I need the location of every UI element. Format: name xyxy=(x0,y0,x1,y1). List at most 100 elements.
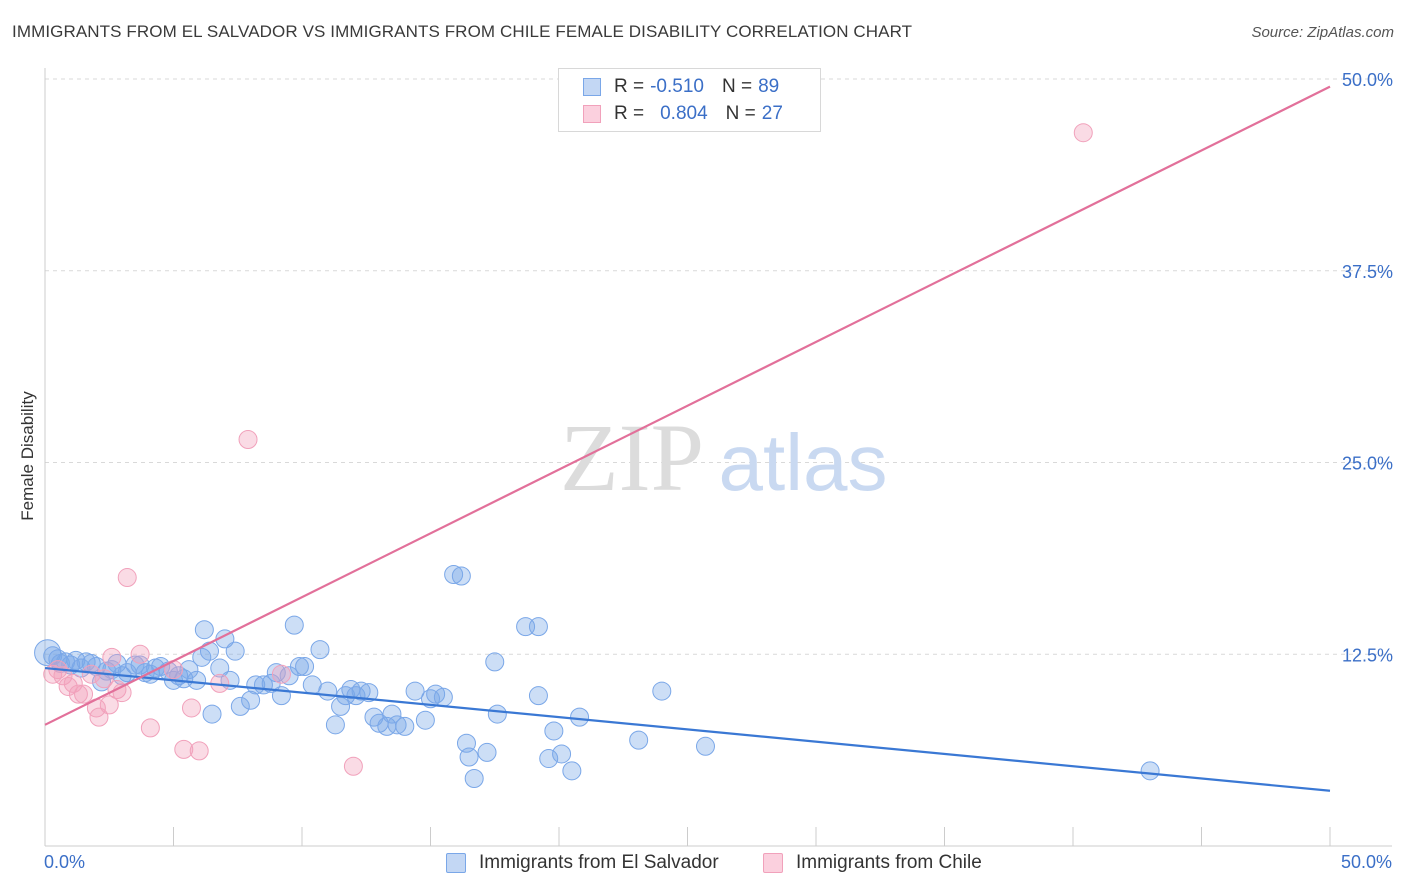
legend-n-value: 89 xyxy=(758,76,780,97)
point-chile xyxy=(181,698,201,718)
point-el-salvador xyxy=(199,641,219,661)
point-el-salvador xyxy=(241,690,261,710)
point-el-salvador xyxy=(395,716,415,736)
y-tick-labels: 12.5% 25.0% 37.5% 50.0% xyxy=(1342,70,1393,665)
chart-source: Source: ZipAtlas.com xyxy=(1251,24,1394,41)
legend-n-value: 27 xyxy=(761,103,783,124)
point-el-salvador xyxy=(194,620,214,640)
watermark: ZIP atlas xyxy=(560,404,887,511)
legend-n-label: N = xyxy=(721,76,753,97)
point-el-salvador xyxy=(487,704,507,724)
point-el-salvador xyxy=(289,657,309,677)
legend-swatch-chile xyxy=(583,105,601,123)
series-legend-el-salvador[interactable]: Immigrants from El Salvador xyxy=(446,852,719,874)
point-el-salvador xyxy=(544,721,564,741)
point-el-salvador xyxy=(433,687,453,707)
point-el-salvador xyxy=(485,652,505,672)
series-label-el-salvador: Immigrants from El Salvador xyxy=(479,852,719,873)
point-el-salvador xyxy=(318,681,338,701)
point-el-salvador xyxy=(387,715,407,735)
point-el-salvador xyxy=(179,660,199,680)
trend-line-chile xyxy=(44,85,1331,726)
point-chile xyxy=(89,707,109,727)
legend-row-chile: R = 0.804 N = 27 xyxy=(583,101,783,127)
point-chile xyxy=(58,676,78,696)
y-tick-label: 37.5% xyxy=(1342,262,1393,282)
point-el-salvador xyxy=(351,681,371,701)
point-el-salvador xyxy=(284,615,304,635)
point-el-salvador xyxy=(426,684,446,704)
point-el-salvador xyxy=(1140,761,1160,781)
point-chile xyxy=(68,684,88,704)
series-swatch-chile xyxy=(763,853,783,873)
point-el-salvador xyxy=(695,736,715,756)
point-chile xyxy=(74,684,94,704)
point-el-salvador xyxy=(629,730,649,750)
point-el-salvador xyxy=(415,710,435,730)
point-el-salvador xyxy=(456,733,476,753)
chart-title: IMMIGRANTS FROM EL SALVADOR VS IMMIGRANT… xyxy=(12,22,913,41)
point-chile xyxy=(343,756,363,776)
legend-r-label: R = xyxy=(614,76,645,97)
legend-row-el-salvador: R = -0.510 N = 89 xyxy=(583,74,779,100)
trend-line-el-salvador xyxy=(44,666,1331,792)
y-tick-label: 12.5% xyxy=(1342,645,1393,665)
point-el-salvador xyxy=(444,564,464,584)
point-chile xyxy=(130,644,150,664)
data-points xyxy=(34,123,1160,789)
stats-legend: R = -0.510 N = 89 R = 0.804 N = 27 xyxy=(558,68,821,132)
point-el-salvador xyxy=(325,715,345,735)
y-tick-label: 50.0% xyxy=(1342,70,1393,90)
point-chile xyxy=(189,741,209,761)
point-el-salvador xyxy=(310,640,330,660)
series-legend-chile[interactable]: Immigrants from Chile xyxy=(763,852,982,874)
point-chile xyxy=(140,718,160,738)
point-el-salvador xyxy=(539,749,559,769)
legend-swatch-el-salvador xyxy=(583,78,601,96)
point-chile xyxy=(174,739,194,759)
point-el-salvador xyxy=(210,658,230,678)
series-label-chile: Immigrants from Chile xyxy=(796,852,982,873)
point-el-salvador xyxy=(552,744,572,764)
point-chile xyxy=(1073,123,1093,143)
watermark-atlas: atlas xyxy=(719,418,888,507)
y-tick-label: 25.0% xyxy=(1342,454,1393,474)
point-el-salvador xyxy=(528,617,548,637)
axes xyxy=(44,68,1392,847)
point-el-salvador xyxy=(562,761,582,781)
point-el-salvador xyxy=(295,657,315,677)
point-el-salvador xyxy=(451,566,471,586)
legend-r-value: -0.510 xyxy=(650,76,704,97)
point-el-salvador xyxy=(331,696,351,716)
point-el-salvador xyxy=(570,707,590,727)
trend-lines xyxy=(44,85,1331,792)
point-el-salvador xyxy=(187,670,207,690)
point-chile xyxy=(117,568,137,588)
point-el-salvador xyxy=(464,769,484,789)
point-el-salvador xyxy=(192,647,212,667)
point-el-salvador xyxy=(202,704,222,724)
series-swatch-el-salvador xyxy=(446,853,466,873)
legend-r-value: 0.804 xyxy=(660,103,708,124)
point-el-salvador xyxy=(382,704,402,724)
point-el-salvador xyxy=(34,639,62,667)
point-chile xyxy=(238,429,258,449)
series-legend: Immigrants from El Salvador Immigrants f… xyxy=(0,852,1406,878)
point-el-salvador xyxy=(359,683,379,703)
point-chile xyxy=(99,695,119,715)
point-el-salvador xyxy=(477,742,497,762)
point-el-salvador xyxy=(652,681,672,701)
point-el-salvador xyxy=(225,641,245,661)
point-el-salvador xyxy=(528,686,548,706)
point-el-salvador xyxy=(459,747,479,767)
x-axis-max-label: 50.0% xyxy=(1340,852,1392,872)
point-chile xyxy=(271,664,291,684)
legend-n-label: N = xyxy=(725,103,756,124)
point-el-salvador xyxy=(405,681,425,701)
legend-r-label: R = xyxy=(614,103,645,124)
point-el-salvador xyxy=(230,696,250,716)
x-axis-min-label: 0.0% xyxy=(44,852,86,872)
point-chile xyxy=(102,647,122,667)
point-el-salvador xyxy=(125,655,145,675)
